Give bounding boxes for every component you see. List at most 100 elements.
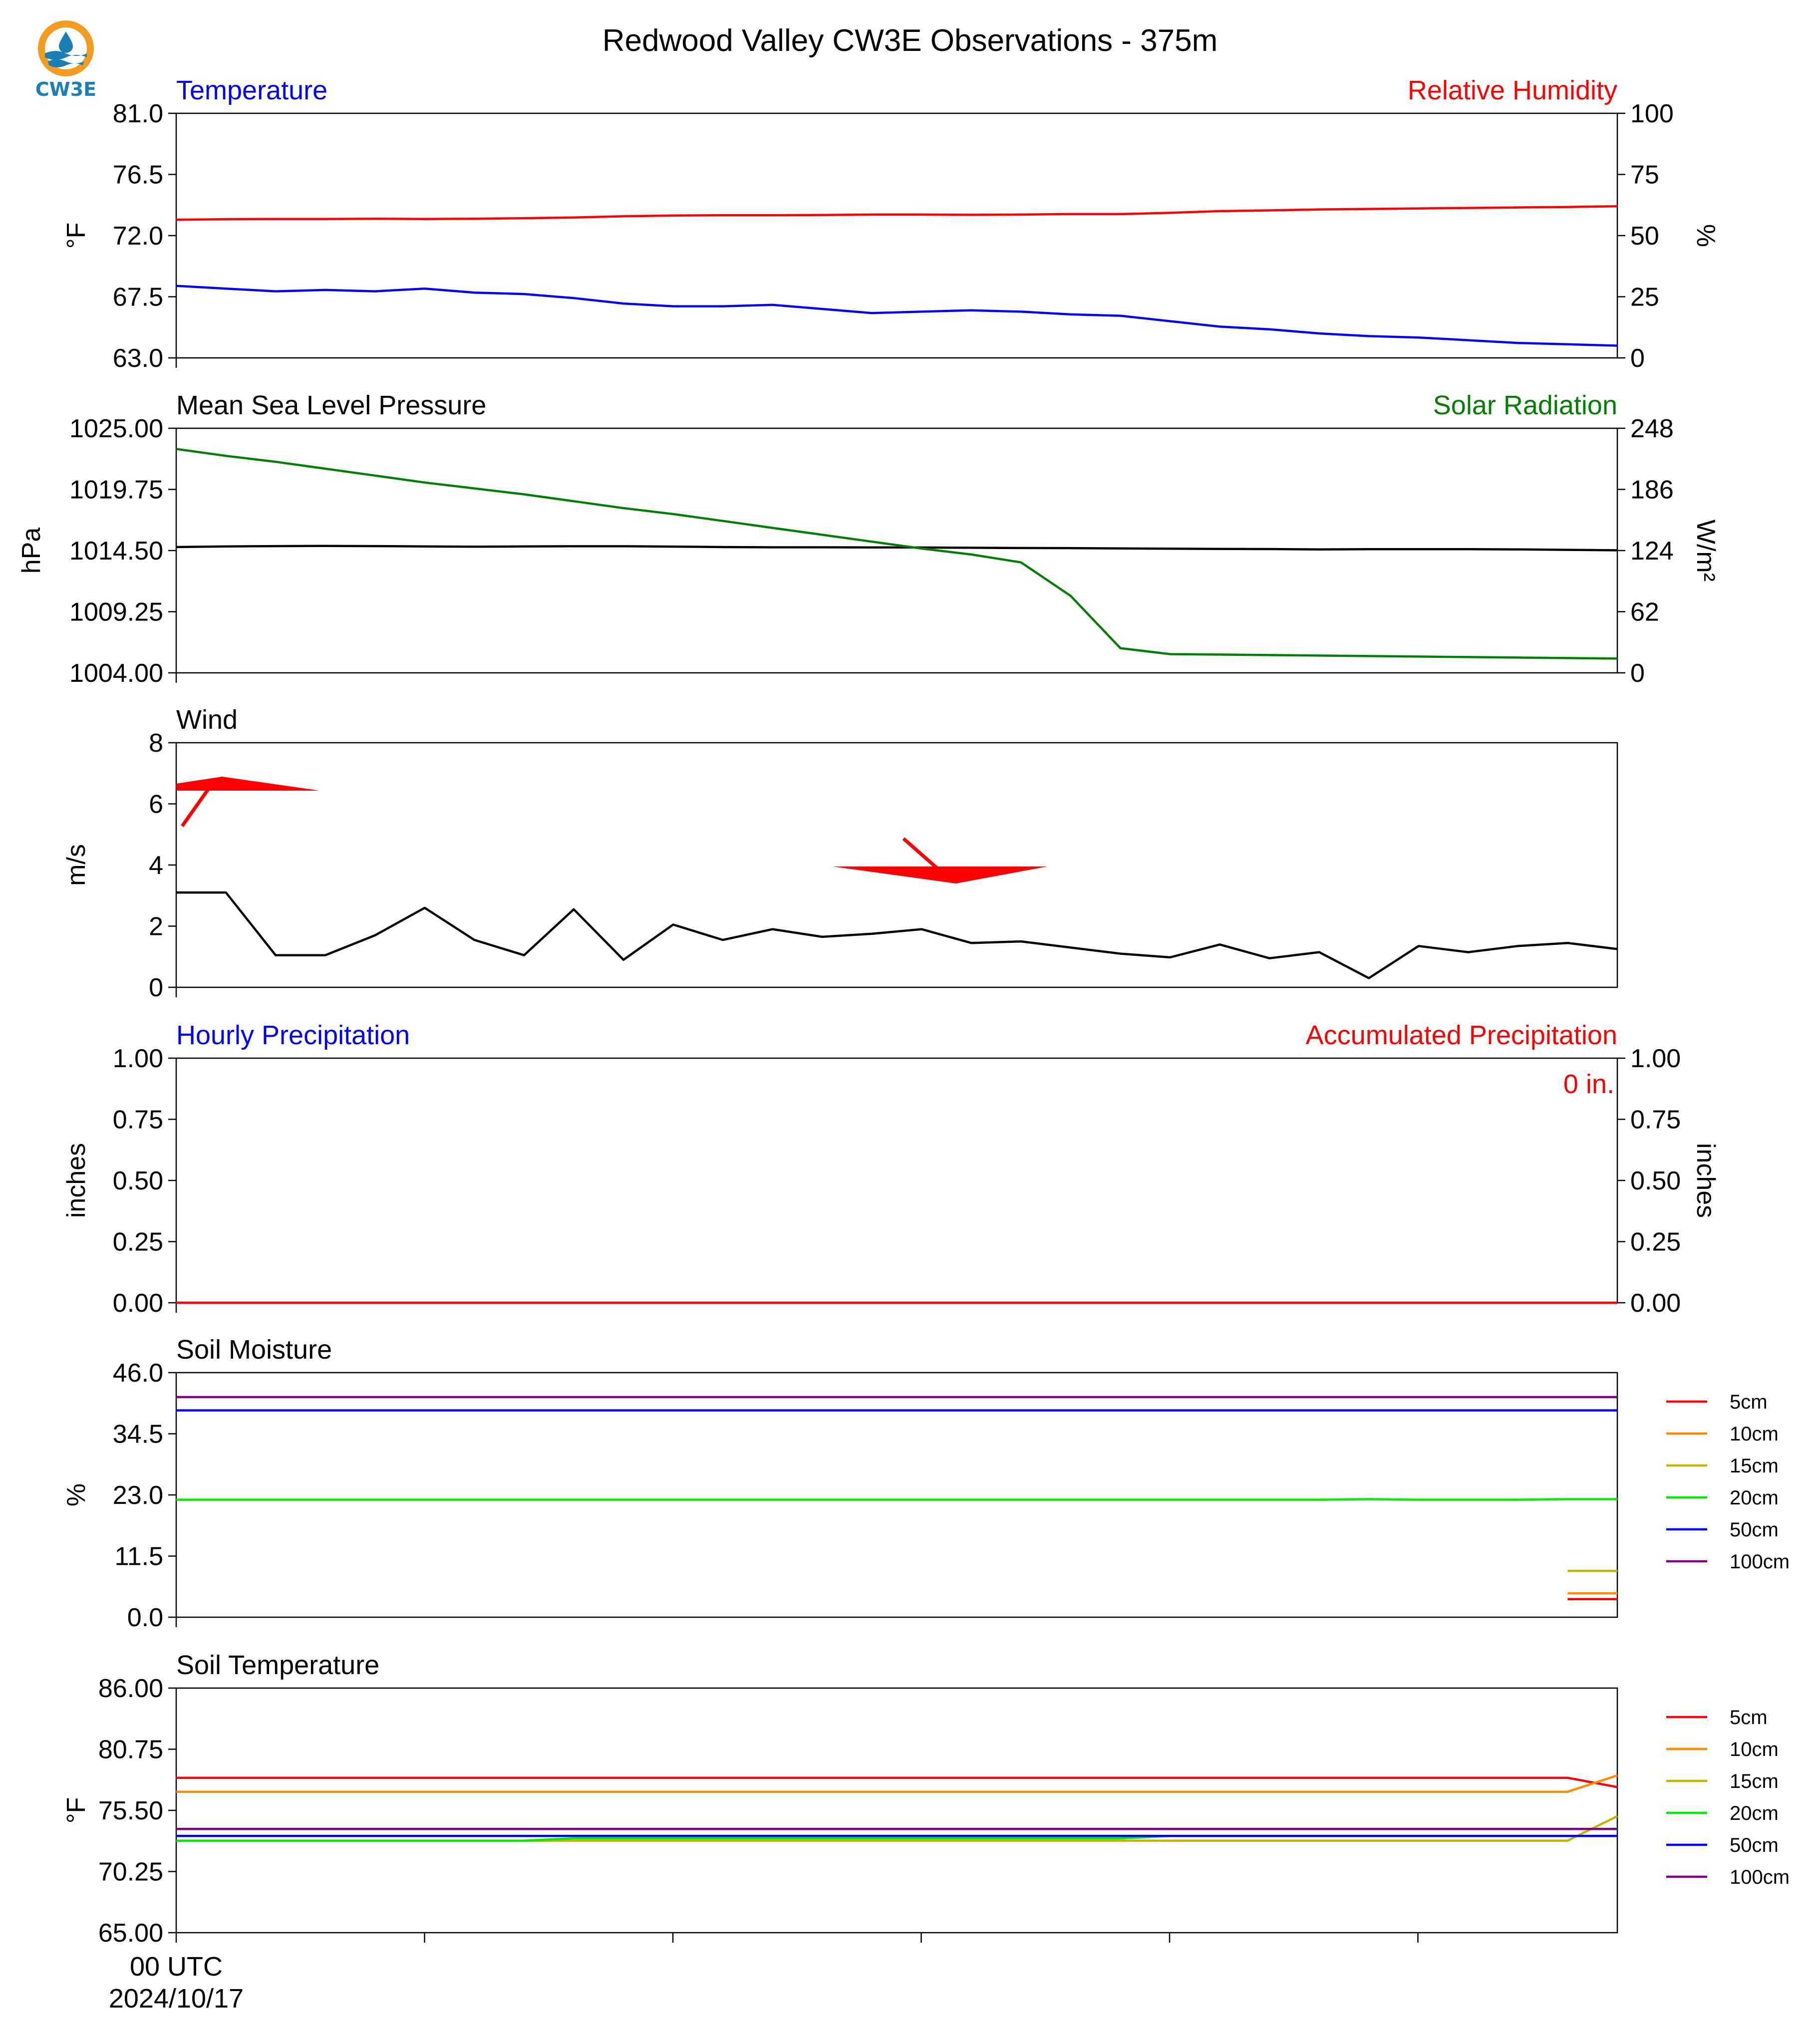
panel-title-right: Relative Humidity: [1408, 75, 1617, 105]
y-axis-label-right: inches: [1691, 1143, 1720, 1218]
cw3e-logo: CW3E: [31, 17, 101, 102]
series-line-15cm: [176, 1815, 1618, 1842]
y-tick-label-right: 0.50: [1630, 1166, 1681, 1195]
y-tick-label-right: 0: [1630, 659, 1645, 688]
x-tick-label-time: 00 UTC: [130, 1952, 223, 1982]
y-tick-label: 0.00: [113, 1289, 163, 1318]
y-tick-label: 63.0: [113, 344, 163, 373]
y-tick-label: 0.0: [127, 1603, 163, 1632]
y-tick-label: 11.5: [115, 1542, 163, 1571]
y-tick-label: 75.50: [98, 1796, 163, 1825]
series-line-20cm: [176, 1498, 1617, 1501]
y-tick-label-right: 186: [1630, 476, 1674, 505]
y-tick-label: 8: [149, 729, 163, 758]
panel-title-left: Temperature: [176, 75, 327, 105]
series-line-5cm: [176, 1776, 1618, 1788]
y-tick-label: 23.0: [113, 1481, 163, 1510]
wind-barb-staff: [902, 837, 942, 873]
legend-label: 5cm: [1730, 1391, 1768, 1413]
y-tick-label-right: 0.75: [1630, 1106, 1681, 1135]
y-tick-label: 67.5: [113, 283, 163, 312]
y-tick-label: 70.25: [98, 1858, 163, 1887]
y-tick-label-right: 124: [1630, 537, 1674, 566]
panel-title-left: Soil Temperature: [176, 1650, 379, 1680]
series-line-wind-0: [176, 891, 1618, 979]
series-line-temperature-0: [176, 285, 1618, 347]
y-tick-label: 80.75: [98, 1736, 163, 1764]
y-axis-label: m/s: [62, 844, 91, 886]
panel-title-right: Accumulated Precipitation: [1306, 1020, 1617, 1050]
y-tick-label: 0.75: [113, 1106, 163, 1135]
figure-title: Redwood Valley CW3E Observations - 375m: [603, 23, 1218, 58]
panel-temperature: Temperature Relative Humidity 63.0 67.5 72.0…: [62, 75, 1720, 373]
panel-frame: [175, 1057, 1618, 1304]
legend-label: 10cm: [1730, 1423, 1779, 1445]
y-axis-label: °F: [62, 1797, 91, 1824]
y-tick-label-right: 100: [1630, 99, 1674, 128]
accumulated-total: 0 in.: [1563, 1069, 1614, 1099]
y-tick-label: 65.00: [98, 1919, 163, 1948]
legend-label: 20cm: [1730, 1802, 1779, 1824]
y-axis-label: inches: [62, 1143, 91, 1218]
panel-frame: [175, 427, 1618, 674]
panel-soil_moisture: Soil Moisture 0.0 11.5 23.0 34.5 46.0% 5cm 10cm…: [62, 1335, 1790, 1632]
y-tick-label: 1019.75: [69, 476, 163, 505]
y-tick-label-right: 62: [1630, 598, 1659, 627]
y-axis-label-right: W/m²: [1691, 520, 1720, 581]
legend-label: 50cm: [1730, 1834, 1779, 1856]
panel-frame: [175, 1687, 1618, 1934]
y-tick-label: 72.0: [113, 222, 163, 251]
wind-barb: [833, 867, 1047, 883]
legend-label: 20cm: [1730, 1487, 1779, 1509]
y-tick-label: 0.50: [113, 1166, 163, 1195]
y-axis-label-right: %: [1691, 224, 1720, 247]
panel-wind: Wind 0 2 4 6 8 m/s: [62, 705, 1618, 1002]
legend-label: 10cm: [1730, 1738, 1779, 1760]
x-tick-label-date: 2024/10/17: [109, 1984, 244, 2014]
panel-title-right: Solar Radiation: [1433, 390, 1617, 420]
panel-title-left: Soil Moisture: [176, 1335, 332, 1365]
y-tick-label: 6: [149, 790, 163, 819]
y-tick-label-right: 0.00: [1630, 1289, 1681, 1318]
panel-soil_temperature: Soil Temperature 65.00 70.25 75.50 80.75 86.0…: [62, 1650, 1790, 2014]
y-axis-label: °F: [62, 223, 91, 249]
panel-frame: [175, 742, 1618, 988]
y-tick-label: 1004.00: [69, 659, 163, 688]
series-line-pressure-1: [176, 448, 1618, 660]
y-tick-label-right: 0.25: [1630, 1228, 1681, 1257]
panel-title-left: Mean Sea Level Pressure: [176, 390, 486, 420]
y-tick-label-right: 0: [1630, 344, 1645, 373]
logo-icon: [38, 20, 94, 76]
y-tick-label-right: 25: [1630, 283, 1659, 312]
panel-pressure: Mean Sea Level Pressure Solar Radiation 10…: [17, 390, 1720, 688]
y-tick-label-right: 50: [1630, 222, 1659, 251]
y-tick-label: 34.5: [113, 1420, 163, 1449]
legend-label: 100cm: [1730, 1551, 1790, 1573]
y-tick-label-right: 1.00: [1630, 1044, 1681, 1073]
y-tick-label: 76.5: [113, 161, 163, 190]
series-line-temperature-1: [176, 205, 1618, 221]
legend-label: 15cm: [1730, 1770, 1779, 1792]
panel-title-left: Wind: [176, 705, 238, 735]
legend-label: 100cm: [1730, 1866, 1790, 1888]
logo-text: CW3E: [35, 78, 97, 100]
y-tick-label: 1.00: [113, 1044, 163, 1073]
wind-barb-staff: [181, 787, 210, 828]
series-line-pressure-0: [176, 545, 1618, 552]
y-axis-label: %: [62, 1483, 91, 1506]
y-tick-label: 1025.00: [69, 414, 163, 443]
series-line-10cm: [176, 1774, 1618, 1793]
y-axis-label: hPa: [17, 528, 46, 574]
y-tick-label: 4: [149, 851, 163, 880]
panel-precipitation: Hourly Precipitation Accumulated Precipit…: [62, 1020, 1720, 1318]
y-tick-label: 1014.50: [69, 537, 163, 566]
y-tick-label: 81.0: [113, 99, 163, 128]
y-tick-label-right: 248: [1630, 414, 1674, 443]
wind-barb: [176, 777, 319, 791]
y-tick-label-right: 75: [1630, 161, 1659, 190]
y-tick-label: 86.00: [98, 1674, 163, 1703]
panel-title-left: Hourly Precipitation: [176, 1020, 410, 1050]
y-tick-label: 46.0: [113, 1359, 163, 1388]
y-tick-label: 1009.25: [69, 598, 163, 627]
panel-frame: [175, 112, 1618, 359]
